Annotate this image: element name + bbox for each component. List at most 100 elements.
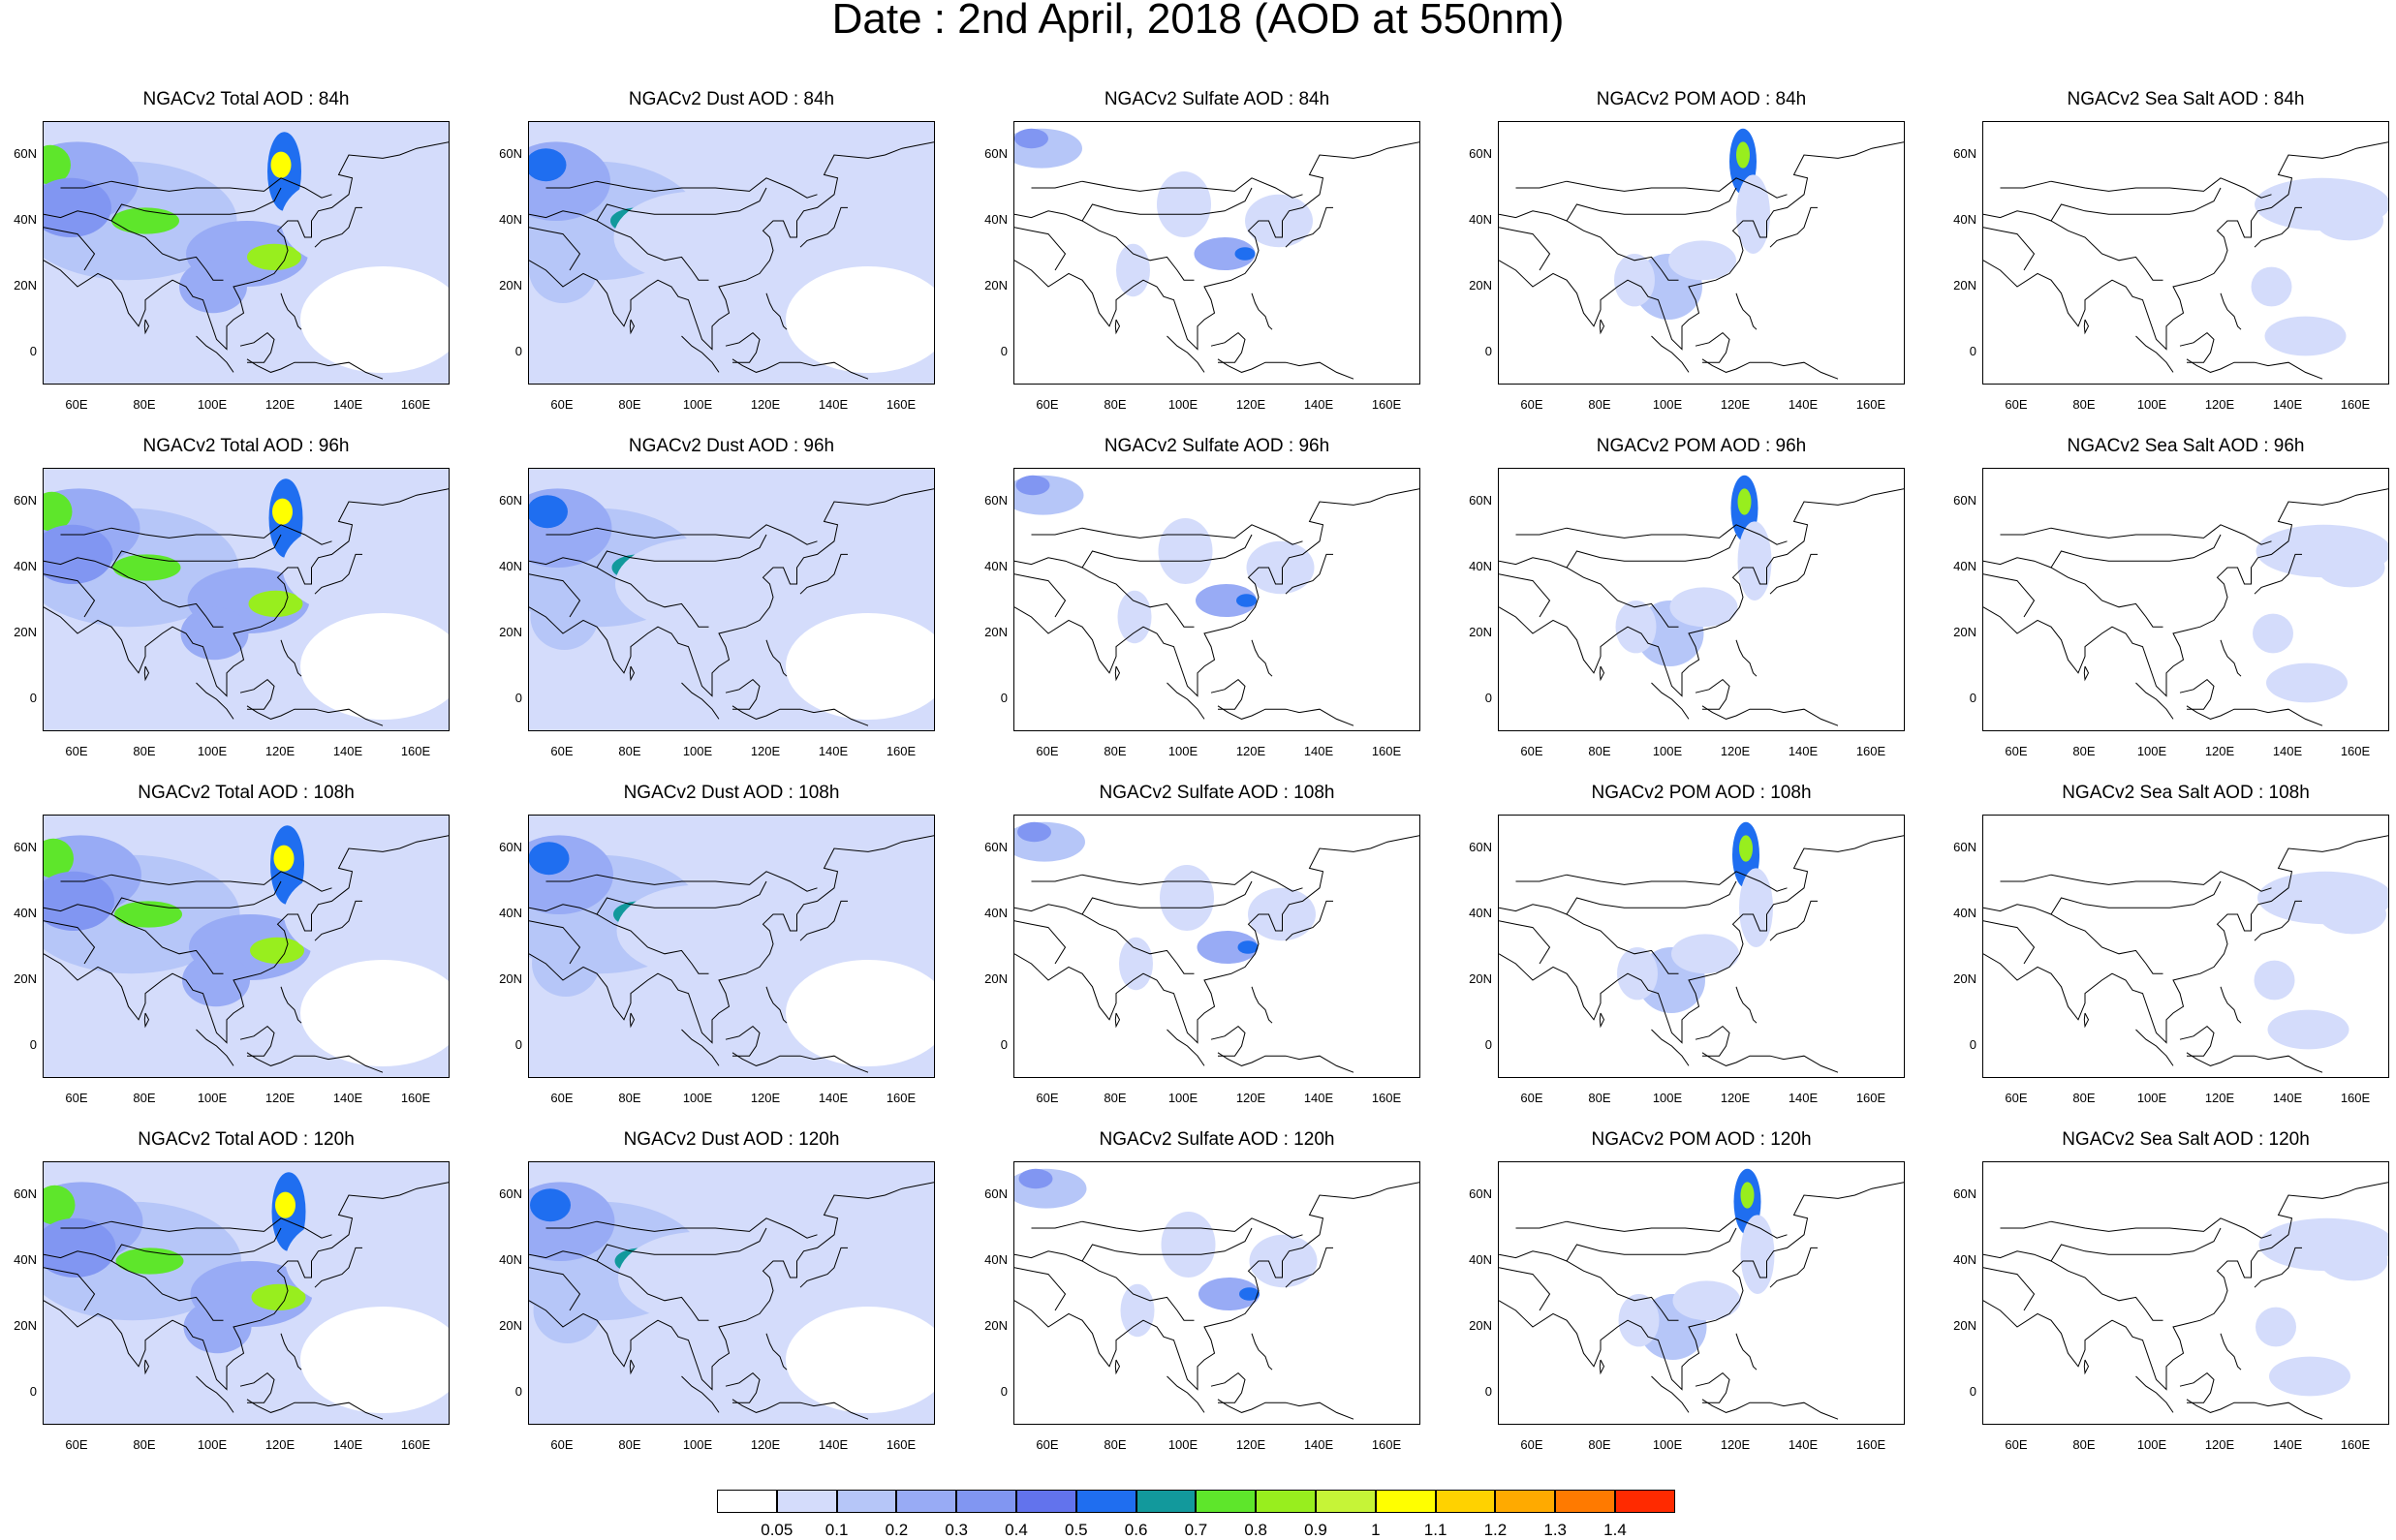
aod-clear-region xyxy=(300,960,449,1066)
lon-tick-label: 100E xyxy=(1652,1091,1683,1105)
aod-plume xyxy=(270,151,292,178)
lon-tick-label: 160E xyxy=(2340,1437,2371,1452)
coastline xyxy=(44,920,96,965)
colorbar-label: 0.4 xyxy=(1005,1521,1028,1539)
aod-plume xyxy=(1614,254,1655,307)
coastline xyxy=(529,920,581,965)
lon-tick-label: 160E xyxy=(1371,1437,1402,1452)
coastline xyxy=(1081,187,1253,222)
lat-tick-label: 60N xyxy=(14,493,37,508)
coastline xyxy=(44,835,449,1044)
panel-title: NGACv2 Sea Salt AOD : 84h xyxy=(2067,89,2305,109)
lon-tick-label: 120E xyxy=(750,744,781,758)
coastline xyxy=(1014,210,1195,281)
aod-plume xyxy=(44,871,114,931)
map-frame xyxy=(43,468,450,731)
lon-tick-label: 140E xyxy=(818,397,849,412)
lon-tick-label: 100E xyxy=(197,397,228,412)
lat-tick-label: 40N xyxy=(14,906,37,920)
coastline xyxy=(725,678,761,710)
coastline xyxy=(2220,639,2242,677)
coastline xyxy=(2220,293,2242,330)
coastline xyxy=(1651,682,1690,720)
panel-title: NGACv2 Total AOD : 120h xyxy=(138,1129,355,1150)
lat-tick-label: 40N xyxy=(984,1252,1008,1267)
lat-tick-label: 0 xyxy=(1484,691,1492,705)
coastline xyxy=(731,705,869,726)
lon-tick-label: 160E xyxy=(1855,1091,1886,1105)
map-frame xyxy=(1982,121,2389,385)
coastline xyxy=(1014,835,1419,1044)
coastline xyxy=(1515,871,1788,892)
lon-tick-label: 140E xyxy=(1788,1437,1819,1452)
lat-tick-label: 0 xyxy=(1484,1037,1492,1052)
lon-tick-label: 60E xyxy=(1520,1437,1543,1452)
coastline xyxy=(314,553,362,595)
lon-tick-label: 160E xyxy=(1855,397,1886,412)
lat-tick-label: 0 xyxy=(1484,1384,1492,1399)
lat-tick-label: 20N xyxy=(1469,971,1492,986)
coastline xyxy=(529,227,581,271)
colorbar-label: 1.1 xyxy=(1423,1521,1447,1539)
lat-tick-label: 60N xyxy=(984,146,1008,161)
lon-tick-label: 60E xyxy=(550,1437,574,1452)
coastline xyxy=(1735,986,1758,1024)
panel-title: NGACv2 POM AOD : 96h xyxy=(1596,436,1807,456)
lat-tick-label: 0 xyxy=(514,344,522,358)
colorbar-label: 0.5 xyxy=(1064,1521,1088,1539)
coastline xyxy=(239,678,275,710)
lat-tick-label: 40N xyxy=(14,1252,37,1267)
lon-tick-label: 100E xyxy=(2136,1437,2167,1452)
coastline xyxy=(681,682,720,720)
coastline xyxy=(1651,1375,1690,1413)
coastline xyxy=(110,1227,282,1262)
coastline xyxy=(1735,639,1758,677)
lat-tick-label: 20N xyxy=(984,278,1008,293)
coastline xyxy=(2135,1029,2174,1066)
coastline xyxy=(629,1012,636,1029)
aod-map xyxy=(1983,122,2388,384)
coastline xyxy=(596,534,767,569)
lat-tick-label: 20N xyxy=(984,1318,1008,1333)
lon-tick-label: 140E xyxy=(332,397,363,412)
colorbar-label: 0.05 xyxy=(761,1521,793,1539)
lat-tick-label: 40N xyxy=(1469,906,1492,920)
coastline xyxy=(1285,1247,1333,1288)
aod-map xyxy=(1499,122,1904,384)
lon-tick-label: 60E xyxy=(2005,744,2028,758)
lon-tick-label: 120E xyxy=(750,1091,781,1105)
lat-tick-label: 20N xyxy=(1953,625,1976,639)
aod-plume xyxy=(44,524,113,584)
aod-clear-region xyxy=(786,960,934,1066)
coastline xyxy=(1081,1227,1253,1262)
aod-plume xyxy=(2319,1241,2388,1281)
coastline xyxy=(1167,1029,1205,1066)
coastline xyxy=(1251,1333,1273,1371)
map-frame xyxy=(1498,1161,1905,1425)
lat-tick-label: 60N xyxy=(1469,146,1492,161)
coastline xyxy=(1210,678,1246,710)
aod-plume xyxy=(2251,266,2292,307)
map-frame xyxy=(528,1161,935,1425)
aod-plume xyxy=(1245,194,1313,248)
lat-tick-label: 40N xyxy=(1469,1252,1492,1267)
aod-clear-region xyxy=(300,266,449,373)
map-frame xyxy=(1498,468,1905,731)
lat-tick-label: 60N xyxy=(499,1186,522,1201)
lat-tick-label: 40N xyxy=(984,212,1008,227)
map-frame xyxy=(43,815,450,1078)
lat-tick-label: 0 xyxy=(514,1384,522,1399)
coastline xyxy=(1499,920,1551,965)
colorbar-swatch xyxy=(896,1490,957,1513)
coastline xyxy=(1167,1375,1205,1413)
panel-title: NGACv2 Total AOD : 84h xyxy=(142,89,350,109)
coastline xyxy=(1081,534,1253,569)
coastline xyxy=(596,880,767,915)
coastline xyxy=(2050,880,2222,915)
panel-title: NGACv2 Sea Salt AOD : 120h xyxy=(2062,1129,2310,1150)
lon-tick-label: 140E xyxy=(332,1437,363,1452)
coastline xyxy=(280,639,302,677)
coastline xyxy=(2083,1359,2090,1375)
map-frame xyxy=(1982,815,2389,1078)
coastline xyxy=(529,488,934,697)
